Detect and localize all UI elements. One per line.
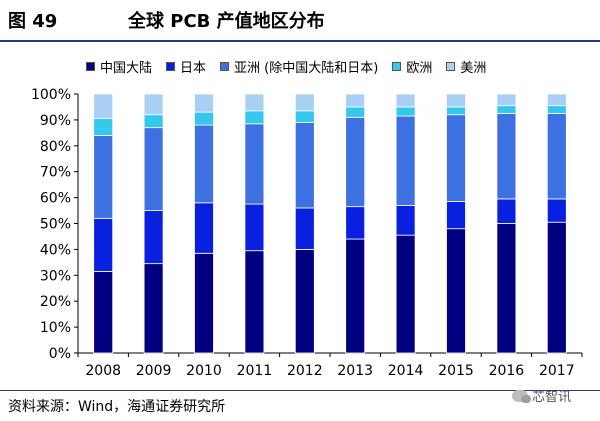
y-tick-label: 90%	[40, 113, 71, 129]
bar-segment	[143, 93, 164, 116]
y-tick-label: 100%	[31, 87, 71, 103]
figure-header: 图 49 全球 PCB 产值地区分布	[0, 0, 600, 42]
bar-segment	[244, 110, 265, 125]
legend-swatch	[166, 61, 176, 71]
watermark: 芯智讯	[512, 386, 571, 405]
bar-segment	[446, 93, 466, 108]
bar-segment	[496, 105, 517, 114]
watermark-text: 芯智讯	[532, 390, 572, 405]
legend-item: 中国大陆	[86, 57, 152, 76]
source-divider	[0, 390, 600, 391]
bar-segment	[345, 206, 366, 240]
bar-segment	[294, 122, 315, 209]
bar-segment	[496, 93, 517, 107]
bar-segment	[194, 93, 214, 113]
bar-segment	[93, 93, 114, 120]
bar-segment	[546, 198, 567, 223]
bar-segment	[446, 114, 466, 202]
bar-segment	[496, 223, 517, 354]
bar-segment	[93, 118, 114, 136]
bar-segment	[194, 202, 214, 254]
bar-segment	[546, 105, 567, 114]
bar-segment	[345, 93, 366, 108]
x-tick-label: 2009	[136, 363, 172, 379]
bar-segment	[294, 207, 315, 250]
bar-segment	[194, 124, 214, 204]
legend-swatch	[86, 61, 95, 71]
bar-segment	[294, 93, 315, 112]
bar-segment	[93, 135, 114, 219]
legend-label: 美洲	[460, 60, 487, 76]
y-tick-label: 0%	[49, 346, 71, 362]
bar-segment	[395, 93, 416, 108]
legend-item: 欧洲	[392, 57, 432, 76]
x-tick-label: 2013	[337, 363, 373, 379]
bar-segment	[546, 113, 567, 200]
bar-segment	[496, 113, 517, 200]
source-note: 资料来源：Wind，海通证券研究所	[8, 399, 226, 415]
bar-segment	[345, 106, 366, 118]
legend-item: 亚洲 (除中国大陆和日本)	[220, 57, 378, 76]
bar-segment	[143, 127, 164, 211]
x-tick-label: 2015	[438, 363, 474, 379]
x-tick-label: 2016	[489, 363, 525, 379]
bar-segment	[244, 250, 265, 354]
bar-segment	[395, 115, 416, 206]
bar-segment	[143, 263, 164, 354]
bar-segment	[395, 204, 416, 236]
bar-segment	[446, 228, 466, 354]
bar-segment	[143, 210, 164, 265]
y-tick-label: 50%	[40, 217, 71, 233]
bar-segment	[496, 198, 517, 224]
legend-item: 日本	[166, 57, 206, 76]
bar-segment	[244, 123, 265, 205]
legend-label: 日本	[180, 60, 207, 76]
legend-label: 欧洲	[406, 60, 433, 76]
bar-segment	[395, 106, 416, 117]
bar-segment	[294, 110, 315, 123]
legend-label: 中国大陆	[100, 60, 153, 76]
legend-swatch	[446, 61, 456, 71]
bar-segment	[345, 116, 366, 208]
x-tick-label: 2012	[287, 363, 323, 379]
bar-segment	[244, 203, 265, 252]
figure-title: 全球 PCB 产值地区分布	[128, 11, 325, 32]
x-tick-label: 2014	[388, 363, 424, 379]
y-tick-label: 40%	[40, 242, 71, 258]
bar-segment	[395, 234, 416, 354]
y-tick-label: 60%	[40, 191, 71, 207]
stacked-bar-chart: 0% 10% 20% 30% 40% 50% 60% 70% 80% 90% 100% 2008 200…	[31, 87, 583, 379]
legend-swatch	[392, 61, 402, 71]
x-tick-label: 2011	[237, 363, 273, 379]
bar-segment	[93, 217, 114, 272]
bar-segment	[194, 252, 214, 354]
wechat-icon	[512, 389, 531, 403]
y-tick-label: 30%	[40, 268, 71, 284]
x-tick-label: 2017	[539, 363, 575, 379]
y-tick-label: 10%	[40, 320, 71, 336]
legend-swatch	[220, 61, 230, 71]
bar-segment	[294, 248, 315, 354]
legend-label: 亚洲 (除中国大陆和日本)	[234, 60, 379, 76]
bar-segment	[446, 106, 466, 116]
bar-segment	[194, 111, 214, 126]
y-tick-label: 70%	[40, 165, 71, 181]
figure-number: 图 49	[8, 11, 58, 32]
x-tick-label: 2008	[85, 363, 121, 379]
bar-segment	[93, 271, 114, 354]
y-tick-label: 20%	[40, 294, 71, 310]
bar-segment	[143, 114, 164, 129]
legend-item: 美洲	[446, 57, 486, 76]
bar-segment	[446, 201, 466, 230]
bar-segment	[244, 93, 265, 112]
bar-segment	[345, 238, 366, 354]
y-tick-label: 80%	[40, 139, 71, 155]
bar-segment	[546, 93, 567, 107]
bar-segment	[546, 221, 567, 354]
chart-legend: 中国大陆 日本 亚洲 (除中国大陆和日本) 欧洲 美洲	[86, 56, 586, 76]
x-tick-label: 2010	[186, 363, 222, 379]
